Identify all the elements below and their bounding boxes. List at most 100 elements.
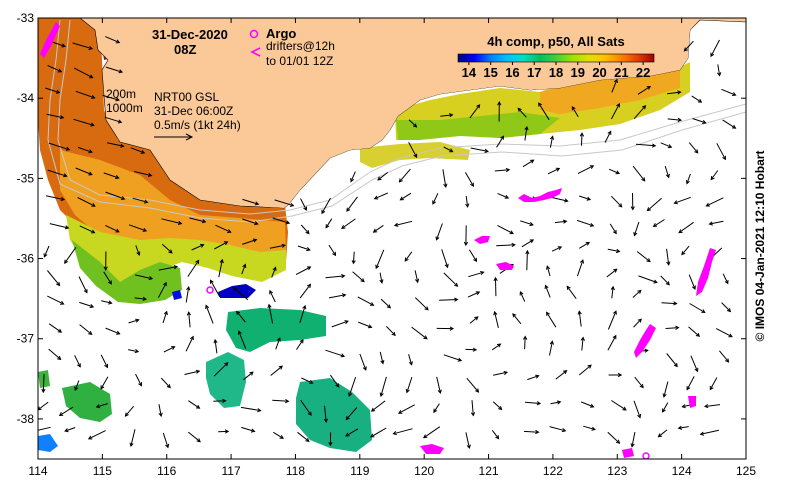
current-arrow-head	[195, 259, 200, 265]
current-arrow-head	[563, 219, 568, 224]
current-arrow-head	[367, 324, 373, 329]
current-arrow	[689, 303, 706, 313]
current-arrow-head	[633, 232, 638, 237]
current-arrow-head	[525, 249, 530, 255]
sst-patch-southcoast-green	[396, 112, 560, 140]
current-arrow-head	[219, 258, 224, 264]
current-arrow-head	[237, 330, 242, 335]
current-arrow-head	[118, 69, 124, 74]
current-arrow-head	[685, 180, 690, 185]
current-arrow	[520, 220, 534, 226]
current-arrow	[469, 316, 479, 324]
current-arrow	[578, 364, 592, 376]
current-arrow	[162, 432, 169, 448]
current-arrow	[213, 362, 229, 377]
current-arrow-head	[345, 415, 350, 421]
current-arrow-head	[615, 439, 621, 444]
current-arrow	[546, 312, 557, 328]
current-arrow-head	[90, 229, 96, 234]
current-arrow-head	[538, 102, 543, 107]
current-arrow	[73, 67, 93, 79]
current-arrow	[158, 266, 178, 271]
current-vector-field	[38, 36, 737, 450]
sst-patch-cool-southeast	[296, 378, 372, 452]
current-arrow-head	[142, 227, 148, 232]
current-arrow-head	[57, 355, 62, 361]
lat-tick-label: -33	[17, 11, 35, 25]
lon-tick-label: 125	[736, 464, 756, 478]
current-arrow	[325, 218, 333, 228]
current-arrow	[715, 328, 733, 338]
current-arrow-head	[210, 279, 214, 284]
current-arrow	[581, 337, 584, 351]
current-arrow	[270, 365, 283, 376]
current-arrow-head	[377, 176, 382, 181]
current-arrow	[75, 90, 95, 99]
current-arrow	[189, 217, 206, 223]
current-arrow	[522, 159, 534, 168]
current-arrow-head	[346, 207, 351, 212]
current-arrow-head	[373, 195, 379, 200]
current-arrow	[468, 249, 477, 262]
current-arrow	[578, 311, 582, 327]
current-arrow-head	[224, 362, 229, 367]
current-arrow-head	[136, 251, 141, 257]
current-arrow-head	[200, 243, 205, 248]
current-arrow-head	[117, 119, 123, 124]
current-arrow-head	[504, 194, 510, 199]
lon-tick-label: 124	[672, 464, 692, 478]
current-arrow-head	[60, 300, 65, 305]
current-arrow	[555, 370, 567, 380]
current-arrow	[443, 146, 453, 153]
current-arrow	[688, 274, 696, 290]
current-arrow	[664, 165, 670, 178]
current-arrow-head	[546, 265, 551, 270]
current-arrow	[187, 260, 200, 277]
current-arrow	[214, 339, 218, 354]
current-arrow-head	[470, 412, 476, 417]
current-arrow-head	[564, 198, 569, 203]
current-arrow-head	[731, 124, 737, 129]
current-arrow	[554, 220, 567, 224]
current-arrow	[325, 349, 345, 357]
current-arrow-head	[232, 287, 238, 292]
current-arrow	[300, 400, 312, 416]
current-arrow	[48, 348, 61, 360]
current-arrow-head	[163, 281, 167, 287]
current-arrow	[411, 326, 428, 340]
current-arrow	[268, 304, 274, 324]
current-arrow	[611, 400, 627, 411]
current-arrow-head	[561, 428, 567, 433]
sst-patch-south-coast-warm	[540, 70, 680, 114]
current-arrow	[348, 377, 357, 397]
current-arrow-head	[345, 432, 350, 437]
current-arrow	[666, 248, 670, 265]
current-arrow-head	[115, 228, 120, 233]
current-arrow	[328, 294, 346, 299]
current-arrow	[103, 172, 119, 179]
current-arrow-head	[646, 85, 652, 90]
current-arrow-head	[702, 119, 707, 124]
current-arrow-head	[579, 259, 584, 264]
current-arrow-head	[449, 148, 454, 153]
current-arrow-head	[524, 125, 529, 131]
current-arrow	[371, 400, 386, 412]
current-arrow-head	[437, 389, 442, 395]
current-arrow	[716, 143, 726, 160]
current-arrow	[188, 312, 191, 328]
current-arrow-head	[116, 330, 121, 335]
colorbar-tick-label: 18	[549, 65, 563, 80]
plot-frame	[37, 17, 747, 460]
current-arrow-head	[509, 230, 514, 235]
current-arrow	[604, 131, 612, 143]
current-arrow	[357, 296, 374, 306]
argo-legend-label: Argo	[266, 26, 296, 41]
current-arrow	[441, 249, 449, 268]
current-arrow	[667, 118, 682, 121]
current-arrow	[432, 193, 439, 205]
current-arrow-head	[432, 200, 436, 205]
current-arrow	[157, 282, 167, 298]
current-arrow	[135, 373, 142, 386]
current-arrow-head	[340, 353, 346, 358]
current-arrow	[551, 246, 562, 252]
